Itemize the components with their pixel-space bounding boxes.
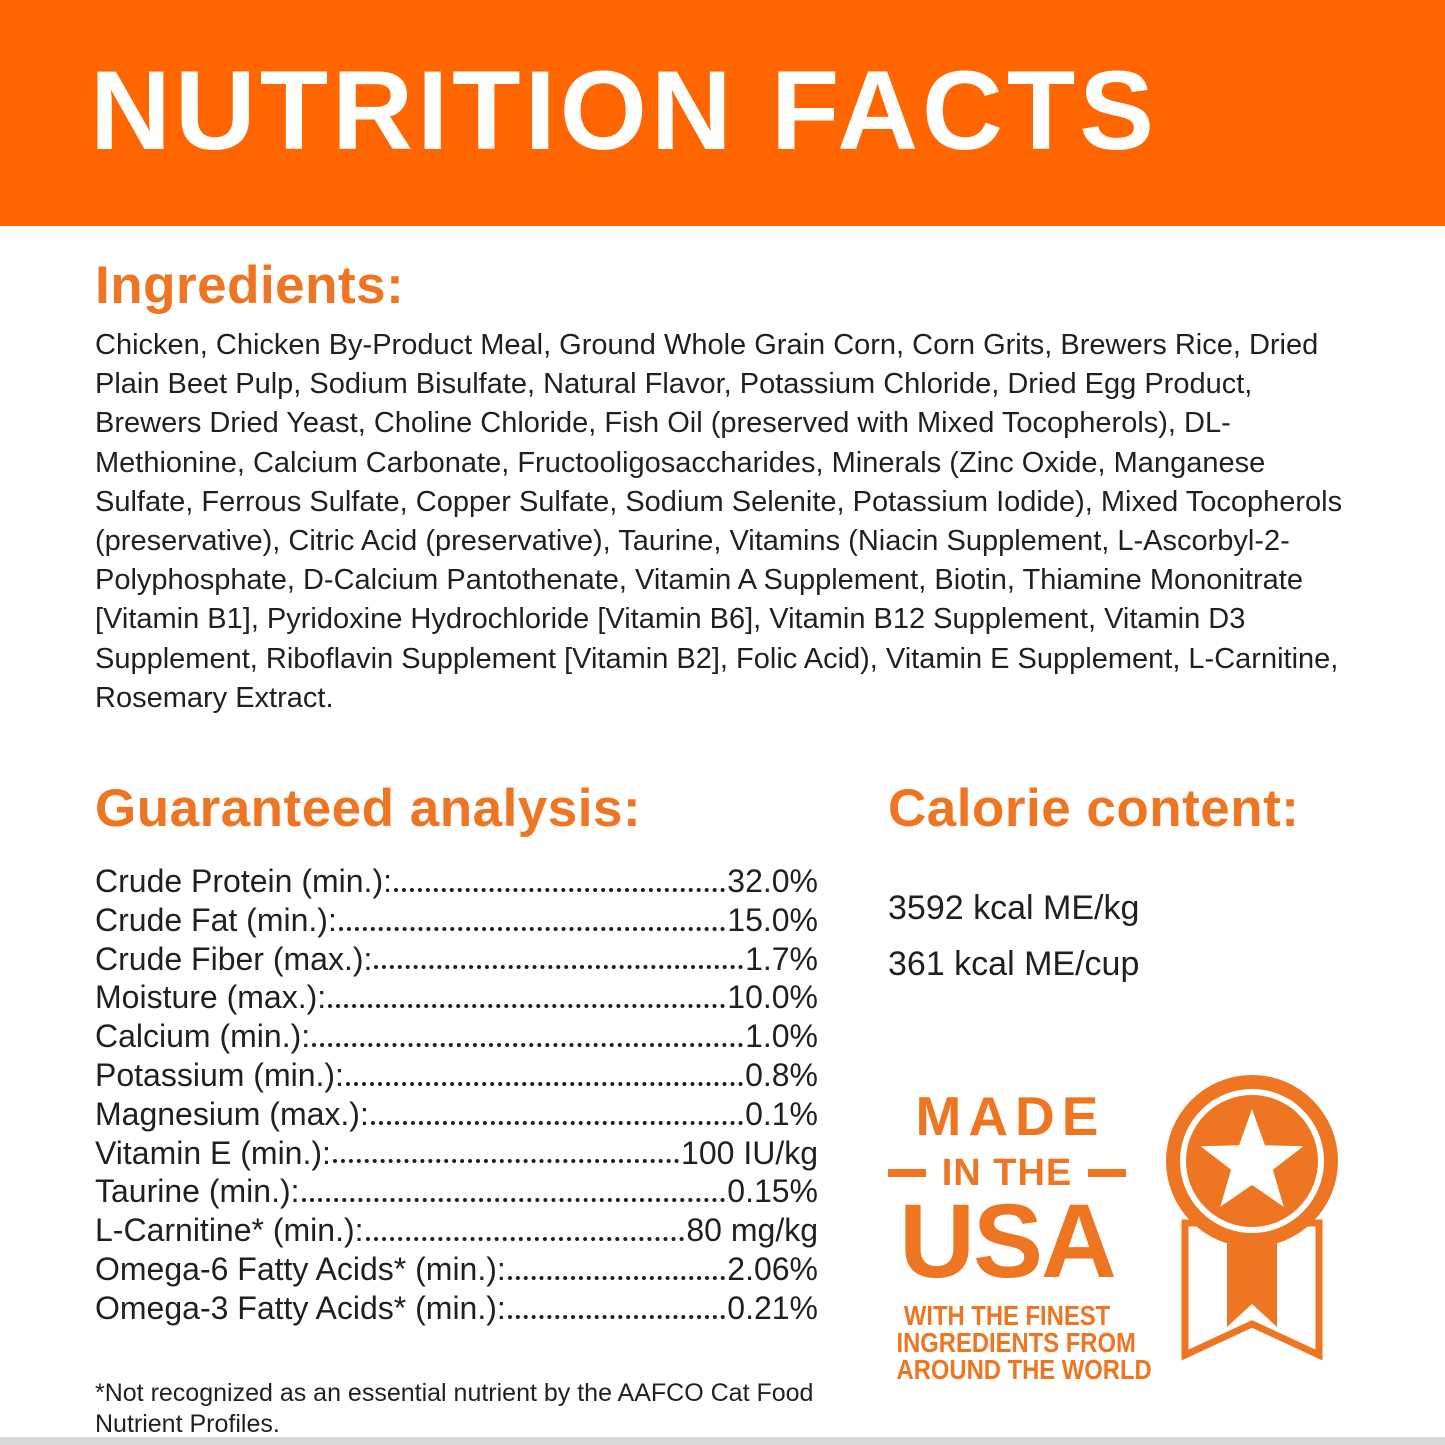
analysis-label: Taurine (min.): bbox=[95, 1173, 300, 1210]
analysis-value: 2.06% bbox=[727, 1250, 818, 1287]
analysis-label: Omega-6 Fatty Acids* (min.): bbox=[95, 1250, 506, 1287]
dot-leader bbox=[345, 1081, 744, 1086]
dot-leader bbox=[365, 1236, 685, 1241]
dot-leader bbox=[507, 1314, 726, 1319]
analysis-label: Calcium (min.): bbox=[95, 1018, 311, 1055]
made-in-usa-badge: MADE IN THE USA WITH THE FINEST INGREDIE… bbox=[877, 1085, 1152, 1385]
analysis-row-omega-6: Omega-6 Fatty Acids* (min.): 2.06% bbox=[95, 1250, 818, 1289]
analysis-value: 1.0% bbox=[745, 1018, 818, 1055]
analysis-row-potassium: Potassium (min.): 0.8% bbox=[95, 1056, 818, 1095]
analysis-row-omega-3: Omega-3 Fatty Acids* (min.): 0.21% bbox=[95, 1289, 818, 1328]
dot-leader bbox=[507, 1275, 726, 1280]
analysis-label: Crude Protein (min.): bbox=[95, 863, 392, 899]
calorie-content-heading: Calorie content: bbox=[888, 779, 1300, 838]
usa-text: USA bbox=[899, 1183, 1117, 1300]
calorie-per-kg: 3592 kcal ME/kg bbox=[888, 889, 1140, 927]
dot-leader bbox=[301, 1198, 726, 1203]
analysis-row-crude-protein: Crude Protein (min.): 32.0% bbox=[95, 862, 818, 901]
in-the-text: IN THE bbox=[877, 1151, 1137, 1194]
analysis-value: 0.21% bbox=[727, 1289, 818, 1326]
made-text: MADE bbox=[915, 1085, 1106, 1147]
dash-left bbox=[887, 1169, 926, 1177]
guaranteed-analysis-heading: Guaranteed analysis: bbox=[95, 779, 642, 838]
header-banner: NUTRITION FACTS bbox=[0, 0, 1445, 226]
usa-subtitle: WITH THE FINEST INGREDIENTS FROM AROUND … bbox=[896, 1300, 1152, 1385]
analysis-value: 80 mg/kg bbox=[686, 1212, 818, 1249]
analysis-label: Crude Fiber (max.): bbox=[95, 940, 373, 977]
ingredients-heading: Ingredients: bbox=[95, 256, 405, 315]
dot-leader bbox=[374, 965, 744, 970]
guaranteed-analysis-table: Crude Protein (min.): 32.0% Crude Fat (m… bbox=[95, 862, 818, 1328]
bottom-edge-strip bbox=[0, 1437, 1445, 1445]
analysis-row-l-carnitine: L-Carnitine* (min.): 80 mg/kg bbox=[95, 1211, 818, 1250]
dot-leader bbox=[328, 1004, 726, 1009]
analysis-value: 0.1% bbox=[745, 1095, 818, 1132]
dot-leader bbox=[370, 1120, 744, 1125]
analysis-label: Moisture (max.): bbox=[95, 979, 327, 1016]
analysis-value: 100 IU/kg bbox=[681, 1134, 818, 1171]
ingredients-text: Chicken, Chicken By-Product Meal, Ground… bbox=[95, 329, 1343, 714]
analysis-label: Crude Fat (min.): bbox=[95, 901, 337, 938]
analysis-value: 15.0% bbox=[727, 901, 818, 938]
analysis-value: 32.0% bbox=[727, 863, 818, 899]
analysis-row-magnesium: Magnesium (max.): 0.1% bbox=[95, 1095, 818, 1134]
star-ribbon-medal-icon bbox=[1166, 1075, 1338, 1361]
analysis-row-crude-fiber: Crude Fiber (max.): 1.7% bbox=[95, 940, 818, 979]
dot-leader bbox=[338, 926, 726, 931]
analysis-label: L-Carnitine* (min.): bbox=[95, 1212, 364, 1249]
usa-subtitle-line-3: AROUND THE WORLD bbox=[896, 1354, 1152, 1385]
dot-leader bbox=[312, 1042, 744, 1047]
analysis-label: Omega-3 Fatty Acids* (min.): bbox=[95, 1289, 506, 1326]
analysis-value: 10.0% bbox=[727, 979, 818, 1016]
usa-subtitle-line-2: INGREDIENTS FROM bbox=[896, 1327, 1136, 1358]
usa-subtitle-line-1: WITH THE FINEST bbox=[903, 1300, 1111, 1331]
calorie-content-values: 3592 kcal ME/kg 361 kcal ME/cup bbox=[888, 880, 1139, 992]
calorie-per-cup: 361 kcal ME/cup bbox=[888, 945, 1140, 983]
analysis-row-crude-fat: Crude Fat (min.): 15.0% bbox=[95, 901, 818, 940]
analysis-value: 1.7% bbox=[745, 940, 818, 977]
analysis-row-taurine: Taurine (min.): 0.15% bbox=[95, 1172, 818, 1211]
analysis-label: Magnesium (max.): bbox=[95, 1095, 369, 1132]
dash-right bbox=[1088, 1169, 1127, 1177]
analysis-label: Vitamin E (min.): bbox=[95, 1134, 331, 1171]
analysis-row-vitamin-e: Vitamin E (min.): 100 IU/kg bbox=[95, 1134, 818, 1173]
dot-leader bbox=[393, 887, 726, 892]
analysis-row-calcium: Calcium (min.): 1.0% bbox=[95, 1017, 818, 1056]
dot-leader bbox=[332, 1159, 680, 1164]
analysis-value: 0.15% bbox=[727, 1173, 818, 1210]
analysis-value: 0.8% bbox=[745, 1056, 818, 1093]
analysis-row-moisture: Moisture (max.): 10.0% bbox=[95, 978, 818, 1017]
in-the-label: IN THE bbox=[941, 1151, 1073, 1194]
footnote-text: *Not recognized as an essential nutrient… bbox=[95, 1379, 814, 1438]
analysis-label: Potassium (min.): bbox=[95, 1056, 344, 1093]
page-title: NUTRITION FACTS bbox=[90, 48, 1158, 173]
